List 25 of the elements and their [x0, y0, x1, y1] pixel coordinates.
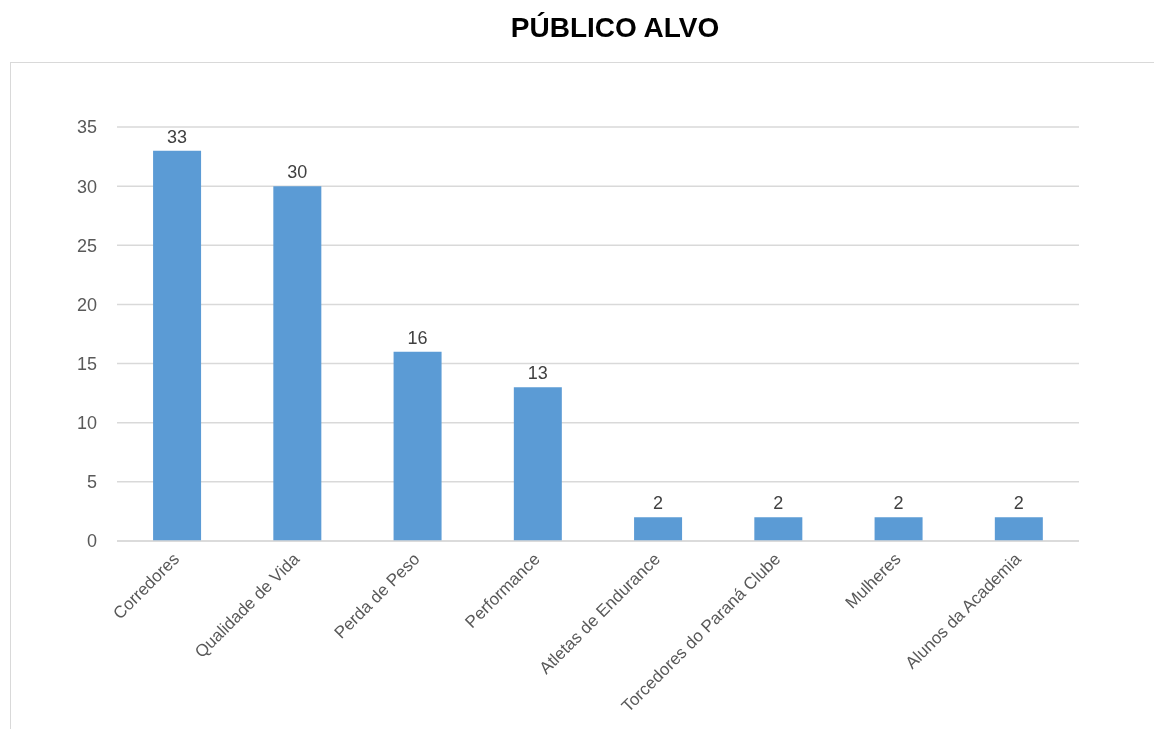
data-label: 13	[527, 363, 548, 384]
y-tick-label: 15	[76, 353, 97, 374]
y-tick-label: 5	[86, 472, 97, 493]
bar	[273, 186, 322, 541]
data-label: 2	[893, 493, 904, 514]
y-tick-label: 0	[86, 531, 97, 552]
bar	[874, 517, 923, 541]
bar	[754, 517, 803, 541]
y-tick-label: 25	[76, 235, 97, 256]
data-label: 30	[287, 162, 308, 183]
y-tick-label: 30	[76, 176, 97, 197]
data-label: 2	[653, 493, 664, 514]
bar	[994, 517, 1043, 541]
y-tick-label: 10	[76, 413, 97, 434]
bar	[513, 387, 562, 541]
bar	[634, 517, 683, 541]
data-label: 16	[407, 327, 428, 348]
data-label: 33	[167, 126, 188, 147]
bar	[153, 150, 202, 541]
bar	[393, 351, 442, 541]
y-tick-label: 35	[76, 117, 97, 138]
y-tick-label: 20	[76, 294, 97, 315]
data-label: 2	[773, 493, 784, 514]
data-label: 2	[1013, 493, 1024, 514]
chart-title: PÚBLICO ALVO	[509, 12, 721, 44]
